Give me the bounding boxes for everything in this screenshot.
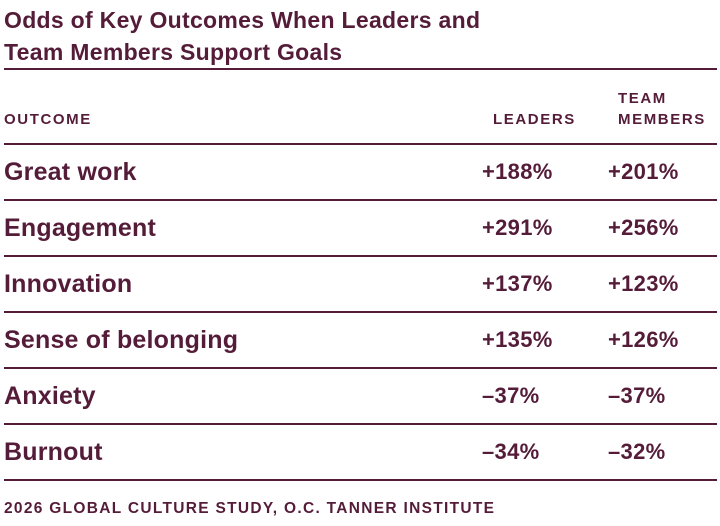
table-header-row: OUTCOME LEADERS TEAM MEMBERS bbox=[4, 68, 717, 145]
outcome-label: Innovation bbox=[4, 269, 133, 298]
leaders-value: +188% bbox=[482, 159, 553, 184]
outcome-label: Great work bbox=[4, 157, 137, 186]
column-header-team-members: TEAM MEMBERS bbox=[608, 88, 717, 130]
leaders-value: +135% bbox=[482, 327, 553, 352]
team-members-header-line-1: TEAM bbox=[618, 90, 667, 107]
table-row-engagement: Engagement +291% +256% bbox=[4, 201, 717, 257]
outcome-label: Engagement bbox=[4, 213, 157, 242]
table-row-sense-of-belonging: Sense of belonging +135% +126% bbox=[4, 313, 717, 369]
team-members-value: –37% bbox=[608, 383, 666, 408]
team-members-value: +123% bbox=[608, 271, 679, 296]
outcome-label: Anxiety bbox=[4, 381, 96, 410]
table-row-innovation: Innovation +137% +123% bbox=[4, 257, 717, 313]
team-members-value: –32% bbox=[608, 439, 666, 464]
leaders-value: –34% bbox=[482, 439, 540, 464]
table-row-great-work: Great work +188% +201% bbox=[4, 145, 717, 201]
team-members-value: +126% bbox=[608, 327, 679, 352]
column-header-outcome: OUTCOME bbox=[4, 111, 92, 128]
table-row-anxiety: Anxiety –37% –37% bbox=[4, 369, 717, 425]
leaders-value: +137% bbox=[482, 271, 553, 296]
outcome-label: Sense of belonging bbox=[4, 325, 239, 354]
title-line-1: Odds of Key Outcomes When Leaders and bbox=[4, 7, 481, 33]
leaders-value: +291% bbox=[482, 215, 553, 240]
leaders-value: –37% bbox=[482, 383, 540, 408]
team-members-value: +256% bbox=[608, 215, 679, 240]
column-header-leaders: LEADERS bbox=[493, 111, 576, 128]
team-members-header-line-2: MEMBERS bbox=[618, 111, 706, 128]
source-note: 2026 GLOBAL CULTURE STUDY, O.C. TANNER I… bbox=[4, 500, 496, 517]
outcome-label: Burnout bbox=[4, 437, 103, 466]
title-line-2: Team Members Support Goals bbox=[4, 39, 343, 65]
table-row-burnout: Burnout –34% –32% bbox=[4, 425, 717, 481]
figure-title: Odds of Key Outcomes When Leaders and Tea… bbox=[4, 0, 717, 68]
team-members-value: +201% bbox=[608, 159, 679, 184]
